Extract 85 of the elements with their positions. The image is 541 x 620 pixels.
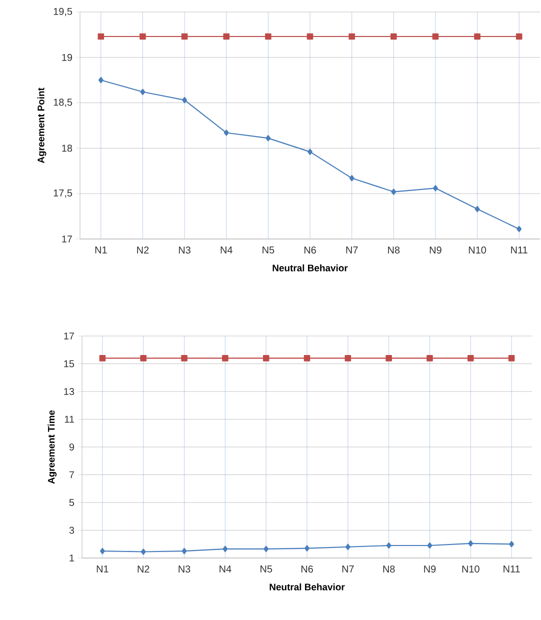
x-tick-label: N9 [424, 566, 436, 573]
x-tick-label: N6 [304, 246, 316, 254]
x-tick-label: N8 [388, 246, 400, 254]
y-axis-title: Agreement Point [37, 88, 46, 164]
point [140, 548, 146, 555]
point [304, 545, 310, 552]
y-tick-label: 19 [62, 54, 72, 61]
point [386, 355, 392, 362]
point [222, 546, 228, 552]
y-tick-label: 1 [70, 554, 74, 562]
point [98, 76, 104, 84]
point [304, 355, 310, 362]
point [349, 175, 354, 182]
point [432, 33, 439, 40]
x-tick-label: N8 [383, 566, 395, 573]
x-tick-label: N2 [138, 566, 150, 572]
y-tick-label: 3 [69, 526, 74, 534]
x-tick-label: N5 [262, 246, 274, 254]
x-tick-label: N4 [220, 246, 232, 254]
y-tick-label: 17,5 [54, 190, 72, 198]
point [390, 33, 397, 40]
point [509, 540, 514, 548]
y-tick-label: 18 [62, 144, 72, 152]
x-axis-title: Neutral Behavior [270, 583, 345, 590]
point [474, 206, 480, 212]
point [348, 33, 355, 40]
x-axis-title: Neutral Behavior [272, 264, 348, 272]
x-tick-label: N2 [137, 246, 149, 254]
x-tick-label: N5 [260, 566, 272, 572]
point [345, 544, 350, 550]
point [140, 355, 147, 362]
point [516, 33, 522, 40]
point [140, 33, 146, 40]
point [98, 33, 104, 40]
point [468, 540, 474, 547]
point [432, 185, 438, 192]
y-tick-label: 7 [69, 471, 74, 478]
x-tick-label: N11 [511, 246, 528, 254]
point [306, 33, 314, 40]
point [224, 130, 229, 136]
y-tick-label: 5 [69, 499, 74, 506]
point [222, 355, 228, 362]
y-tick-label: 15 [64, 360, 74, 368]
y-tick-label: 18,5 [54, 98, 72, 107]
point [181, 33, 188, 40]
y-tick-label: 9 [69, 443, 74, 451]
point [182, 96, 188, 104]
x-tick-label: N10 [462, 566, 480, 573]
x-tick-label: N10 [468, 246, 486, 254]
x-tick-label: N4 [220, 566, 232, 572]
point [99, 355, 106, 362]
y-tick-label: 13 [64, 388, 74, 396]
point [266, 135, 271, 142]
y-tick-label: 17 [64, 332, 74, 340]
x-tick-label: N7 [346, 246, 358, 254]
point [265, 33, 272, 40]
y-tick-label: 17 [62, 236, 72, 242]
point [264, 546, 269, 552]
x-tick-label: N3 [178, 246, 190, 254]
point [182, 548, 187, 554]
x-tick-label: N11 [504, 566, 520, 572]
x-tick-label: N1 [96, 566, 108, 572]
x-tick-label: N7 [342, 566, 354, 572]
x-tick-label: N3 [178, 566, 190, 573]
point [391, 188, 396, 195]
point [468, 355, 474, 362]
y-tick-label: 11 [64, 416, 74, 423]
point [223, 33, 230, 40]
point [426, 355, 433, 362]
x-tick-label: N1 [95, 246, 107, 254]
point [427, 542, 432, 549]
point [181, 355, 188, 362]
y-axis-title: Agreement Time [48, 410, 57, 484]
point [386, 542, 392, 549]
x-tick-label: N6 [301, 566, 313, 573]
point [308, 148, 312, 155]
point [100, 548, 105, 554]
point [474, 33, 480, 40]
point [344, 355, 352, 362]
point [516, 226, 522, 232]
y-tick-label: 19,5 [54, 8, 72, 16]
point [140, 88, 146, 96]
x-tick-label: N9 [430, 246, 442, 254]
point [262, 355, 270, 362]
point [508, 355, 515, 362]
